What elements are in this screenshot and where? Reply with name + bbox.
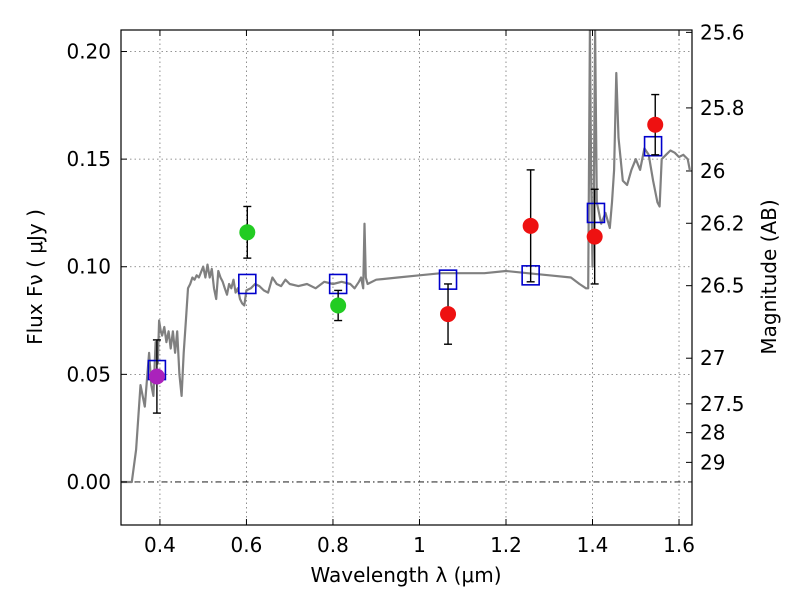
x-tick-label: 0.6 bbox=[231, 533, 263, 557]
right-tick-label: 26 bbox=[700, 159, 725, 183]
x-tick-label: 1 bbox=[413, 533, 426, 557]
ticks: 0.4 0.6 0.8 1 1.2 1.4 1.6 0.00 0.05 0.10 0.15 0.20 2… bbox=[66, 20, 744, 557]
y-tick-label: 0.15 bbox=[66, 147, 111, 171]
data-layer bbox=[121, 30, 691, 484]
observed-photometry-point bbox=[647, 116, 664, 133]
y-tick-label: 0.00 bbox=[66, 470, 111, 494]
x-tick-label: 1.4 bbox=[577, 533, 609, 557]
right-tick-label: 27 bbox=[700, 346, 725, 370]
right-tick-label: 26.2 bbox=[700, 211, 745, 235]
x-tick-label: 0.4 bbox=[144, 533, 176, 557]
y-axis-title: Flux Fν ( μJy ) bbox=[23, 209, 47, 345]
model-photometry-square bbox=[586, 202, 606, 224]
right-tick-label: 27.5 bbox=[700, 392, 745, 416]
y-tick-label: 0.10 bbox=[66, 255, 111, 279]
right-axis-title: Magnitude (AB) bbox=[757, 199, 781, 354]
x-tick-label: 0.8 bbox=[317, 533, 349, 557]
observed-photometry-point bbox=[148, 368, 165, 385]
y-tick-label: 0.05 bbox=[66, 362, 111, 386]
right-tick-label: 25.8 bbox=[700, 96, 745, 120]
x-axis-title: Wavelength λ (μm) bbox=[310, 563, 501, 587]
x-tick-label: 1.2 bbox=[490, 533, 522, 557]
x-tick-label: 1.6 bbox=[663, 533, 695, 557]
observed-photometry-point bbox=[586, 228, 603, 245]
right-tick-label: 26.5 bbox=[700, 274, 745, 298]
right-tick-label: 28 bbox=[700, 421, 725, 445]
observed-photometry-point bbox=[522, 217, 539, 234]
plot-frame bbox=[120, 29, 693, 526]
right-tick-label: 25.6 bbox=[700, 20, 745, 44]
model-spectrum-line bbox=[121, 30, 691, 484]
observed-photometry-point bbox=[330, 297, 347, 314]
observed-photometry-point bbox=[239, 224, 256, 241]
model-photometry-square bbox=[238, 273, 257, 295]
right-tick-label: 29 bbox=[700, 450, 725, 474]
model-photometry-square bbox=[643, 135, 663, 157]
y-tick-label: 0.20 bbox=[66, 40, 111, 64]
observed-photometry-point bbox=[440, 306, 457, 323]
